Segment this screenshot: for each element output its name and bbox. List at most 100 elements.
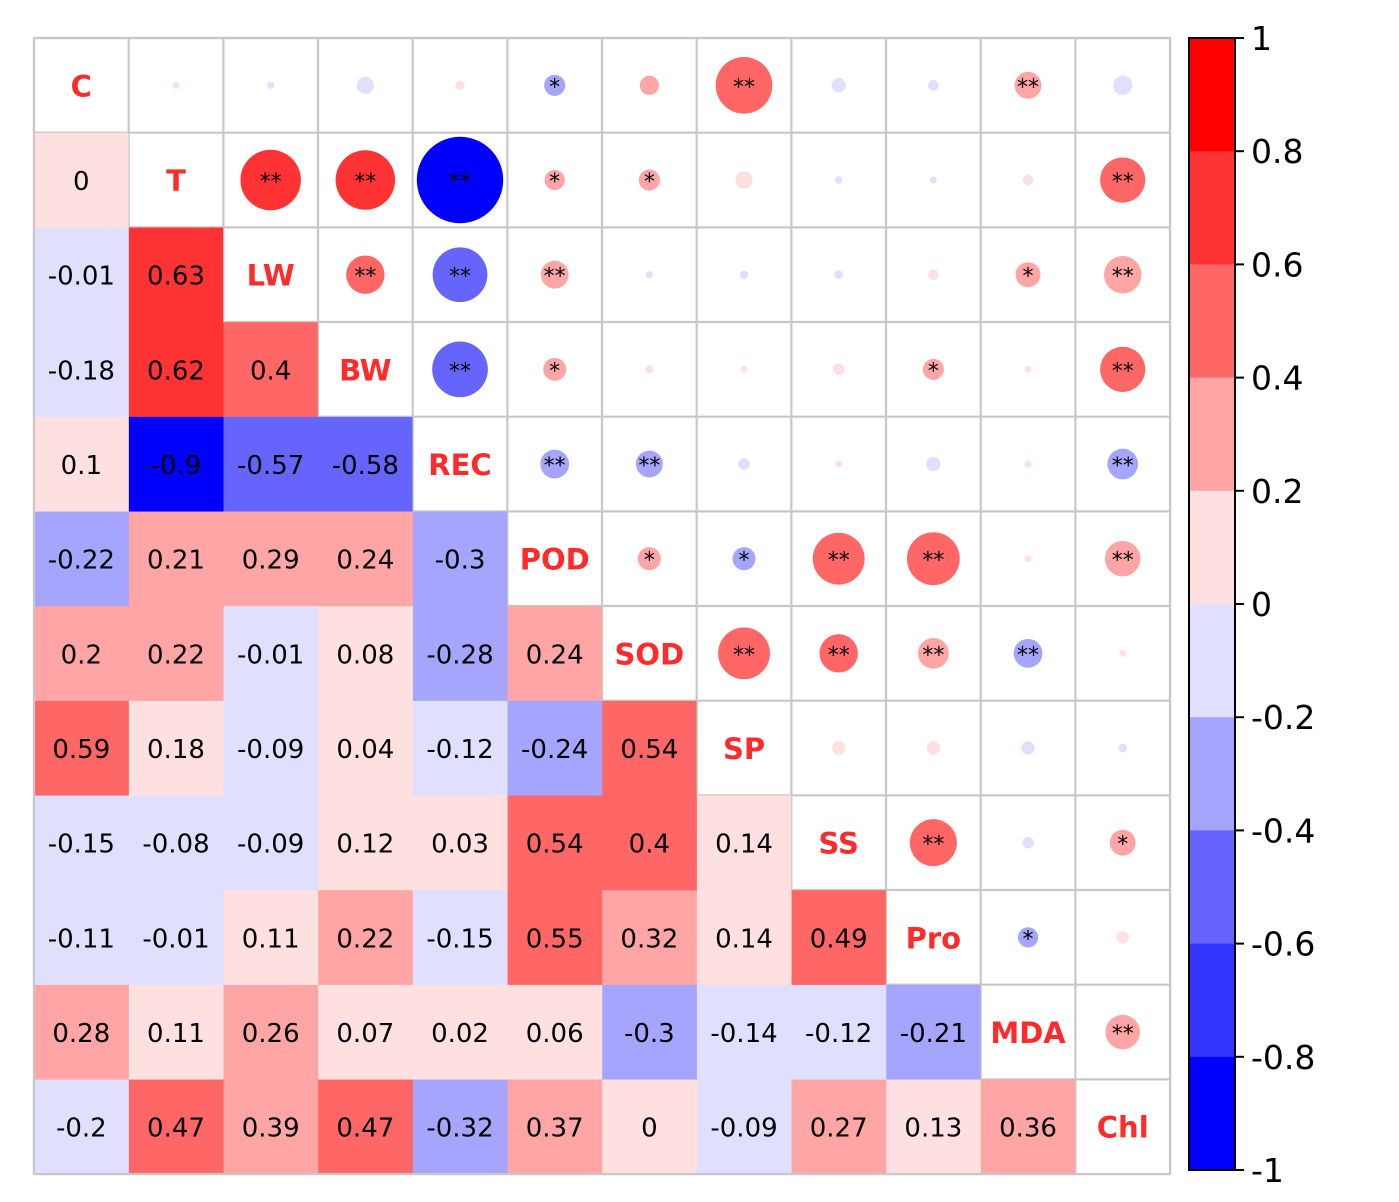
correlation-circle (831, 741, 846, 755)
correlation-circle (1118, 743, 1128, 753)
heatmap-cell-fill (507, 1079, 603, 1174)
significance-marker: * (1023, 265, 1034, 290)
correlation-value-label: 0.37 (526, 1114, 584, 1144)
correlation-value-label: 0.12 (336, 830, 394, 860)
colorbar-tick-label: 0.2 (1251, 472, 1303, 511)
colorbar-tick-label: -0.2 (1251, 698, 1315, 737)
heatmap-cell-fill (128, 984, 224, 1080)
correlation-value-label: 0.36 (999, 1114, 1057, 1144)
significance-marker: ** (1017, 75, 1039, 100)
variable-label: LW (247, 259, 295, 293)
significance-marker: ** (1112, 549, 1134, 574)
correlation-circle (1013, 638, 1043, 668)
correlation-value-label: 0.06 (526, 1019, 584, 1049)
heatmap-cell-fill (602, 890, 698, 986)
colorbar-tick-label: 0.6 (1251, 245, 1303, 284)
heatmap-cell-fill (886, 1079, 982, 1174)
heatmap-cell-fill (223, 416, 319, 512)
heatmap-cell-fill (696, 1079, 792, 1174)
significance-marker: * (644, 549, 655, 574)
correlation-circle (812, 532, 865, 585)
heatmap-cell-fill (34, 984, 130, 1080)
colorbar-tick-label: 1 (1251, 19, 1272, 58)
heatmap-cell-fill (318, 984, 414, 1080)
correlation-value-label: -0.22 (48, 546, 115, 576)
correlation-value-label: 0.24 (526, 640, 584, 670)
variable-label: Chl (1097, 1111, 1149, 1145)
significance-marker: ** (544, 454, 566, 479)
correlation-value-label: 0.39 (242, 1114, 300, 1144)
colorbar-tick-label: -0.4 (1251, 811, 1315, 850)
variable-label: Pro (906, 921, 961, 955)
correlation-value-label: -0.32 (426, 1114, 493, 1144)
significance-marker: ** (449, 170, 471, 195)
heatmap-cell-fill (128, 700, 224, 796)
colorbar-tick-label: 0 (1251, 585, 1272, 624)
correlation-circle (1022, 836, 1034, 849)
significance-marker: ** (354, 170, 376, 195)
correlation-value-label: 0.54 (620, 735, 678, 765)
heatmap-cell-fill (34, 227, 130, 323)
correlation-circle (1107, 448, 1139, 480)
significance-marker: * (549, 75, 560, 100)
correlation-value-label: 0.22 (336, 924, 394, 954)
significance-marker: ** (1112, 265, 1134, 290)
colorbar-bin (1189, 830, 1235, 945)
correlation-circle (740, 365, 748, 373)
correlation-value-label: 0.1 (61, 451, 102, 481)
significance-marker: * (549, 170, 560, 195)
correlation-circle (922, 358, 944, 380)
heatmap-cell-fill (128, 890, 224, 986)
colorbar-bin (1189, 264, 1235, 379)
correlation-value-label: -0.2 (56, 1114, 107, 1144)
heatmap-cell-fill (223, 1079, 319, 1174)
variable-label: T (166, 164, 186, 198)
correlation-value-label: 0.29 (242, 546, 300, 576)
correlation-circle (346, 255, 385, 294)
heatmap-cell-fill (791, 984, 887, 1080)
heatmap-cell-fill (34, 1079, 130, 1174)
significance-marker: ** (1017, 643, 1039, 668)
correlation-circle (432, 341, 488, 398)
correlation-circle (1024, 555, 1032, 563)
heatmap-cell-fill (34, 511, 130, 607)
heatmap-cell-fill (128, 416, 224, 512)
heatmap-cell-fill (34, 606, 130, 702)
correlation-value-label: 0.32 (620, 924, 678, 954)
correlation-value-label: 0.11 (242, 924, 300, 954)
significance-marker: ** (449, 359, 471, 384)
correlation-circle (540, 449, 570, 479)
correlation-circle (1024, 365, 1032, 373)
correlation-value-label: -0.09 (237, 735, 304, 765)
heatmap-cell-fill (318, 890, 414, 986)
heatmap-cell-fill (602, 700, 697, 796)
correlation-value-label: 0.21 (147, 546, 205, 576)
correlation-circle (639, 75, 659, 95)
heatmap-cell-fill (412, 606, 508, 702)
variable-label: REC (428, 448, 491, 482)
colorbar-bin (1189, 943, 1235, 1058)
correlation-value-label: 0.11 (147, 1019, 205, 1049)
colorbar: 1 0.8 0.6 0.4 0.2 0 -0.2 -0.4 -0.6 -0.8 -1 (1188, 19, 1315, 1190)
significance-marker: * (928, 359, 939, 384)
heatmap-cell-fill (791, 1079, 887, 1174)
correlation-value-label: 0.54 (526, 830, 584, 860)
correlation-circle (832, 363, 845, 376)
correlation-value-label: -0.12 (805, 1019, 872, 1049)
heatmap-cell-fill (34, 890, 130, 986)
correlation-value-label: 0.55 (526, 924, 584, 954)
correlation-value-label: 0 (641, 1114, 658, 1144)
correlation-circle (1022, 174, 1034, 186)
variable-label: POD (520, 543, 590, 577)
correlation-circle (1113, 75, 1133, 95)
correlation-circle (1017, 927, 1039, 948)
correlation-circle (356, 76, 374, 94)
heatmap-cell-fill (223, 890, 319, 986)
significance-marker: ** (733, 75, 755, 100)
correlation-circle (1103, 255, 1142, 294)
matrix-grid: 0 -0.01 0.63 -0.18 0.62 0.4 0.1 -0.9 -0.57 -0.58 -… (32, 36, 1172, 1176)
correlation-value-label: -0.15 (426, 924, 493, 954)
heatmap-cell-fill (318, 416, 413, 512)
correlation-value-label: 0 (73, 167, 90, 197)
correlation-circle (732, 547, 756, 571)
